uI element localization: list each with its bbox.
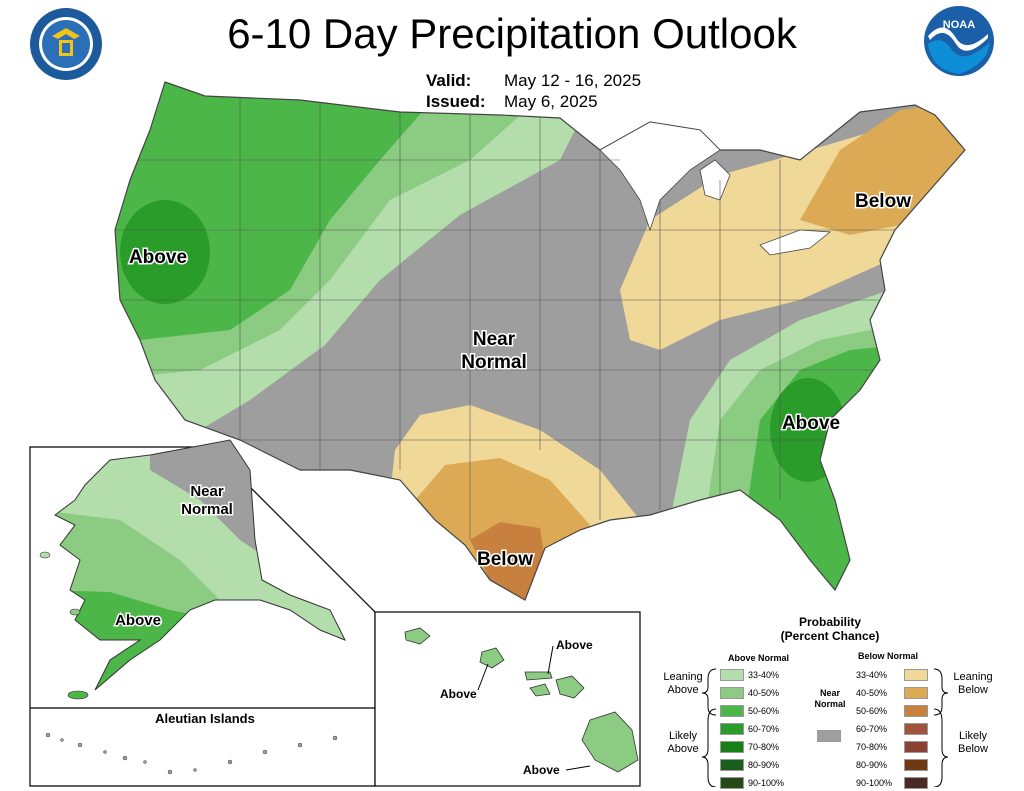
legend-title-line1: Probability <box>798 615 861 629</box>
legend-below-swatch <box>904 741 928 753</box>
leaning-below-line2: Below <box>958 684 988 696</box>
map-title: 6-10 Day Precipitation Outlook <box>227 10 797 57</box>
validity-block: Valid: May 12 - 16, 2025 Issued: May 6, 20… <box>426 70 641 112</box>
label-hawaii-above-3: Above <box>523 763 560 777</box>
legend-leaning-above: Leaning Above <box>658 671 708 697</box>
label-texas-below: Below <box>477 549 533 570</box>
legend-brace-above <box>701 668 717 787</box>
legend-below-swatch <box>904 777 928 789</box>
noaa-logo: NOAA <box>924 6 994 76</box>
legend-near-normal-swatch <box>817 730 841 742</box>
legend-likely-below: Likely Below <box>943 730 1003 756</box>
label-northeast-below: Below <box>855 191 911 212</box>
legend-above-swatch <box>720 687 744 699</box>
legend-near-normal: Near Normal <box>808 688 852 710</box>
legend-above-swatch <box>720 777 744 789</box>
leaning-below-line1: Leaning <box>953 671 993 683</box>
legend-above-swatch-label: 60-70% <box>748 724 780 734</box>
legend-above-swatch <box>720 759 744 771</box>
legend-above-swatch <box>720 741 744 753</box>
commerce-seal-logo <box>30 8 102 80</box>
legend-below-swatch-label: 40-50% <box>856 688 888 698</box>
leaning-above-line2: Above <box>667 684 699 696</box>
label-alaska-near-line2: Normal <box>181 501 233 518</box>
label-near-normal-line1: Near <box>473 329 516 350</box>
label-alaska-near-line1: Near <box>190 483 224 500</box>
noaa-logo-text: NOAA <box>943 19 975 31</box>
issued-date: May 6, 2025 <box>504 92 598 111</box>
label-southeast-above: Above <box>782 413 840 434</box>
legend-above-swatch-label: 90-100% <box>748 778 785 788</box>
near-normal-line2: Normal <box>814 699 846 709</box>
likely-below-line2: Below <box>958 743 988 755</box>
near-normal-line1: Near <box>819 688 840 698</box>
legend-above-swatch <box>720 705 744 717</box>
likely-above-line1: Likely <box>668 730 698 742</box>
alaska-inset: Near Normal Above Aleutian Islands <box>29 439 376 787</box>
hawaii-pointer-1 <box>477 663 489 691</box>
valid-dates: May 12 - 16, 2025 <box>504 71 642 90</box>
legend-brace-below <box>933 668 949 787</box>
legend-title: Probability (Percent Chance) <box>750 615 910 643</box>
legend-above-swatch-label: 50-60% <box>748 706 780 716</box>
legend-below-swatch-label: 70-80% <box>856 742 888 752</box>
legend-below-swatch-label: 80-90% <box>856 760 888 770</box>
legend-likely-above: Likely Above <box>658 730 708 756</box>
hawaii-pointer-3 <box>565 765 591 771</box>
legend-title-line2: (Percent Chance) <box>780 629 880 643</box>
legend-below-swatch-label: 90-100% <box>856 778 893 788</box>
legend-above-header: Above Normal <box>728 653 790 663</box>
legend-above-swatch-label: 80-90% <box>748 760 780 770</box>
aleutian-islands <box>45 732 338 775</box>
legend-below-swatch-label: 33-40% <box>856 670 888 680</box>
legend-above-swatch <box>720 723 744 735</box>
state-lines <box>115 90 900 540</box>
label-hawaii-above-2: Above <box>556 638 593 652</box>
leaning-above-line1: Leaning <box>663 671 703 683</box>
label-alaska-above: Above <box>115 612 161 629</box>
legend-above-swatch <box>720 669 744 681</box>
likely-above-line2: Above <box>667 743 699 755</box>
legend-above-swatch-label: 33-40% <box>748 670 780 680</box>
label-hawaii-above-1: Above <box>440 687 477 701</box>
legend-below-swatch <box>904 687 928 699</box>
hawaii-inset: Above Above Above <box>374 611 641 787</box>
label-near-normal-line2: Normal <box>461 352 526 373</box>
legend-above-swatch-label: 70-80% <box>748 742 780 752</box>
legend-below-swatch <box>904 705 928 717</box>
label-west-above: Above <box>129 247 187 268</box>
hawaii-pointer-2 <box>547 645 554 675</box>
legend-leaning-below: Leaning Below <box>943 671 1003 697</box>
valid-label: Valid: <box>426 71 472 90</box>
legend-below-header: Below Normal <box>858 651 919 661</box>
legend-below-swatch-label: 50-60% <box>856 706 888 716</box>
likely-below-line1: Likely <box>958 730 988 742</box>
great-lakes <box>599 121 721 232</box>
legend: Probability (Percent Chance) Above Norma… <box>640 605 1024 791</box>
legend-below-swatch-label: 60-70% <box>856 724 888 734</box>
legend-below-swatch <box>904 723 928 735</box>
legend-above-swatch-label: 40-50% <box>748 688 780 698</box>
aleutian-title: Aleutian Islands <box>155 711 255 726</box>
legend-below-swatch <box>904 759 928 771</box>
issued-label: Issued: <box>426 92 486 111</box>
legend-below-swatch <box>904 669 928 681</box>
